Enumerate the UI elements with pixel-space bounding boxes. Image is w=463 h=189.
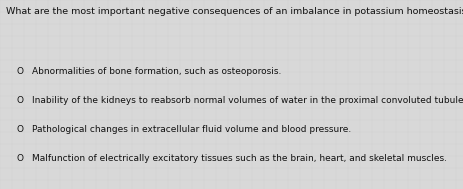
- Text: Abnormalities of bone formation, such as osteoporosis.: Abnormalities of bone formation, such as…: [32, 67, 281, 76]
- Text: O: O: [17, 154, 24, 163]
- Text: Malfunction of electrically excitatory tissues such as the brain, heart, and ske: Malfunction of electrically excitatory t…: [32, 154, 446, 163]
- Text: O: O: [17, 67, 24, 76]
- Text: What are the most important negative consequences of an imbalance in potassium h: What are the most important negative con…: [6, 7, 463, 16]
- Text: O: O: [17, 96, 24, 105]
- Text: Pathological changes in extracellular fluid volume and blood pressure.: Pathological changes in extracellular fl…: [32, 125, 350, 134]
- Text: O: O: [17, 125, 24, 134]
- Text: Inability of the kidneys to reabsorb normal volumes of water in the proximal con: Inability of the kidneys to reabsorb nor…: [32, 96, 463, 105]
